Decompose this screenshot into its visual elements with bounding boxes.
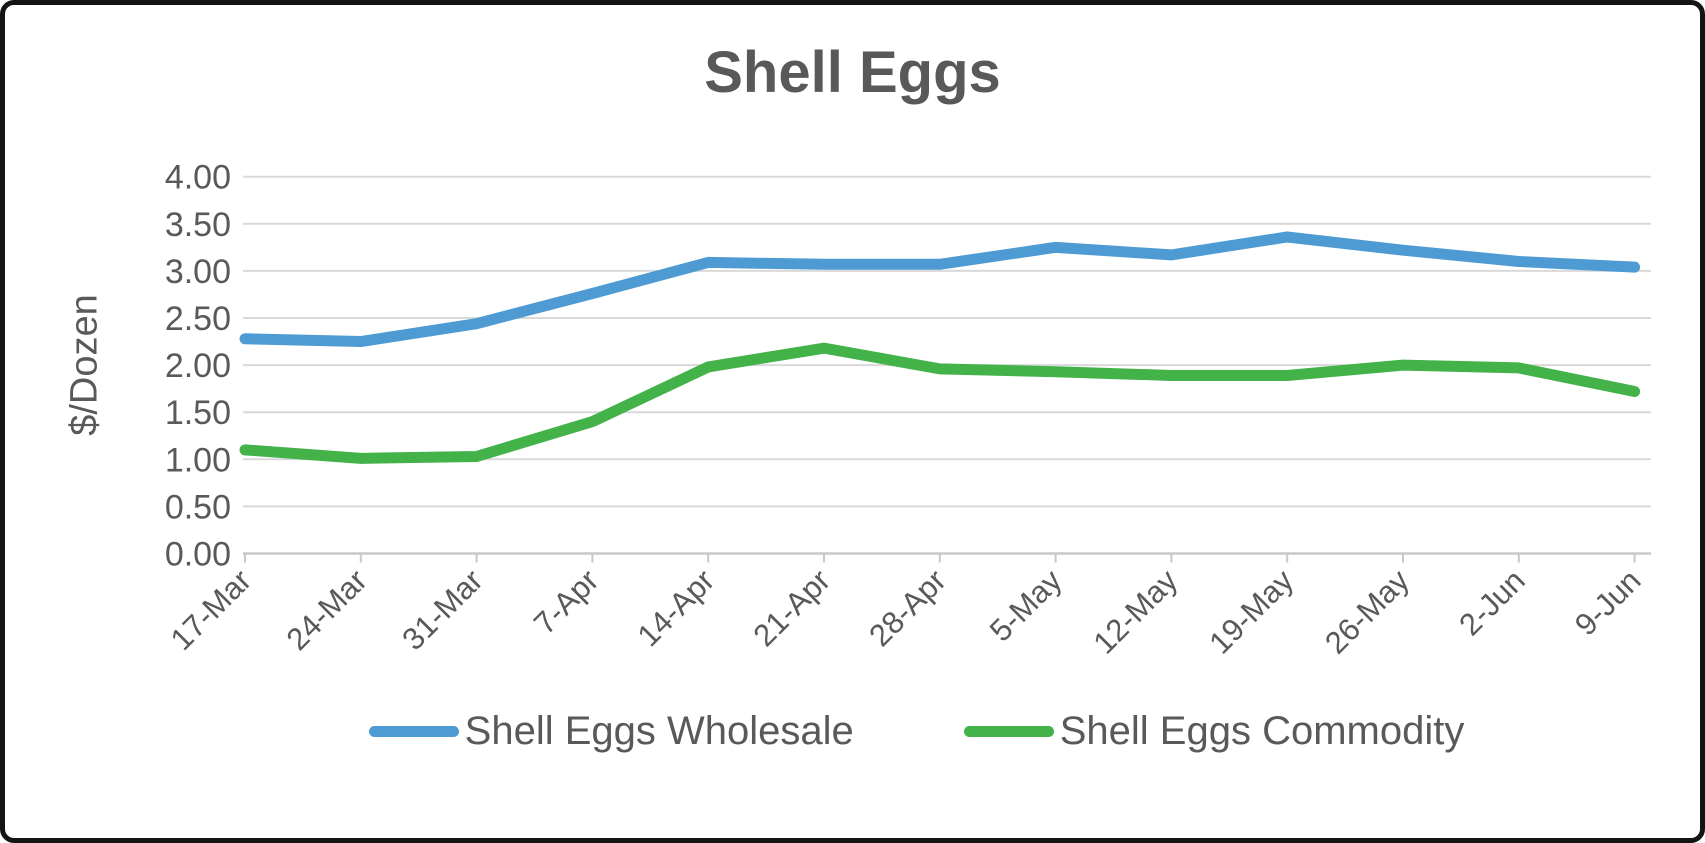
x-tick-label: 17-Mar (164, 563, 258, 657)
x-tick-label: 31-Mar (395, 563, 489, 657)
chart-title: Shell Eggs (704, 40, 1001, 105)
x-tick-label: 2-Jun (1452, 563, 1532, 643)
legend-swatch-wholesale-line (368, 726, 459, 737)
x-tick-label: 12-May (1087, 562, 1185, 660)
legend-label-wholesale: Shell Eggs Wholesale (464, 709, 854, 753)
legend-swatch-commodity-line (963, 726, 1054, 737)
y-tick-label: 1.00 (165, 441, 231, 479)
x-tick-label: 19-May (1202, 562, 1300, 660)
y-tick-label: 1.50 (165, 394, 231, 432)
x-tick-label: 14-Apr (631, 563, 722, 654)
y-tick-label: 2.00 (165, 347, 231, 385)
y-tick-label: 0.00 (165, 536, 231, 574)
series-line-commodity (239, 342, 1641, 464)
x-tick-label: 5-May (983, 562, 1069, 648)
x-tick-label: 7-Apr (527, 563, 605, 641)
legend-item-commodity: Shell Eggs Commodity (963, 709, 1465, 754)
y-tick-label: 0.50 (165, 488, 231, 526)
legend-label-commodity: Shell Eggs Commodity (1059, 709, 1465, 753)
y-tick-label: 4.00 (165, 159, 231, 197)
x-tick-label: 9-Jun (1568, 563, 1648, 643)
y-tick-label: 3.50 (165, 206, 231, 244)
x-tick-label: 26-May (1318, 562, 1416, 660)
y-tick-label: 3.00 (165, 253, 231, 291)
legend-item-wholesale: Shell Eggs Wholesale (368, 709, 854, 754)
x-tick-label: 21-Apr (746, 563, 837, 654)
x-tick-label: 28-Apr (862, 563, 953, 654)
line-chart-plot-area: 0.00 0.50 1.00 1.50 2.00 2.50 3.00 3.50 4.00 17-M… (164, 159, 1651, 661)
chart-legend: Shell Eggs Wholesale Shell Eggs Commodit… (69, 709, 1700, 754)
series-line-wholesale (239, 231, 1641, 348)
y-tick-label: 2.50 (165, 300, 231, 338)
x-tick-label: 24-Mar (280, 563, 374, 657)
